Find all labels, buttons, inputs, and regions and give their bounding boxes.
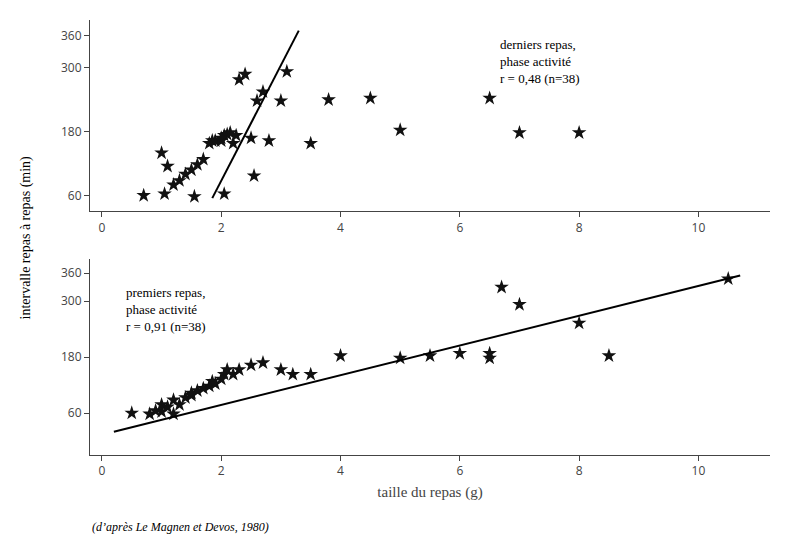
svg-text:360: 360 [61,264,82,281]
svg-text:60: 60 [68,404,82,421]
svg-text:60: 60 [68,187,82,204]
svg-text:taille du repas (g): taille du repas (g) [377,484,482,501]
svg-text:derniers repas,phase activitér: derniers repas,phase activitér = 0,48 (n… [500,37,580,86]
svg-text:6: 6 [456,462,463,479]
svg-text:4: 4 [337,219,344,236]
svg-text:premiers repas,phase activitér: premiers repas,phase activitér = 0,91 (n… [126,285,206,334]
svg-text:intervalle repas à repas (min): intervalle repas à repas (min) [18,156,34,320]
svg-text:300: 300 [61,59,82,76]
svg-text:10: 10 [692,219,706,236]
svg-text:8: 8 [576,219,583,236]
svg-text:180: 180 [61,348,82,365]
svg-text:360: 360 [61,27,82,44]
svg-text:0: 0 [98,462,105,479]
svg-text:8: 8 [576,462,583,479]
svg-text:10: 10 [692,462,706,479]
svg-text:4: 4 [337,462,344,479]
svg-text:(d’après Le Magnen et Devos, 1: (d’après Le Magnen et Devos, 1980) [92,520,269,534]
svg-text:300: 300 [61,292,82,309]
svg-text:6: 6 [456,219,463,236]
svg-text:2: 2 [218,219,225,236]
svg-text:180: 180 [61,123,82,140]
svg-text:2: 2 [218,462,225,479]
svg-text:0: 0 [98,219,105,236]
